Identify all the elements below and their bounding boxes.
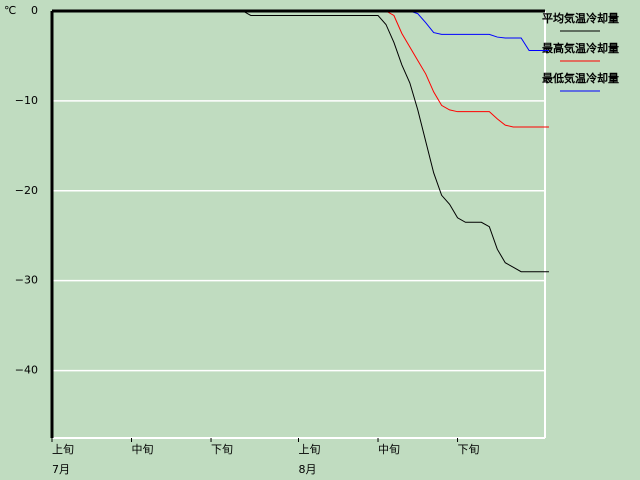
x-tick-label: 上旬 [52,443,74,456]
data-line [52,10,549,52]
x-tick-label: 上旬 [299,443,321,456]
data-line [52,10,549,273]
y-tick-label: −10 [15,94,38,107]
legend-label: 平均気温冷却量 [542,11,619,25]
y-tick-label: 0 [31,4,38,17]
data-line [52,10,549,128]
x-tick-label: 下旬 [211,443,233,456]
y-tick-label: −30 [15,274,38,287]
x-tick-label: 中旬 [132,443,154,456]
month-label: 8月 [299,463,317,476]
legend-label: 最低気温冷却量 [542,71,619,85]
legend-label: 最高気温冷却量 [542,41,619,55]
y-tick-label: −40 [15,364,38,377]
x-tick-label: 中旬 [378,443,400,456]
y-unit: ℃ [4,4,16,17]
month-label: 7月 [52,463,70,476]
y-tick-label: −20 [15,184,38,197]
x-tick-label: 下旬 [458,443,480,456]
